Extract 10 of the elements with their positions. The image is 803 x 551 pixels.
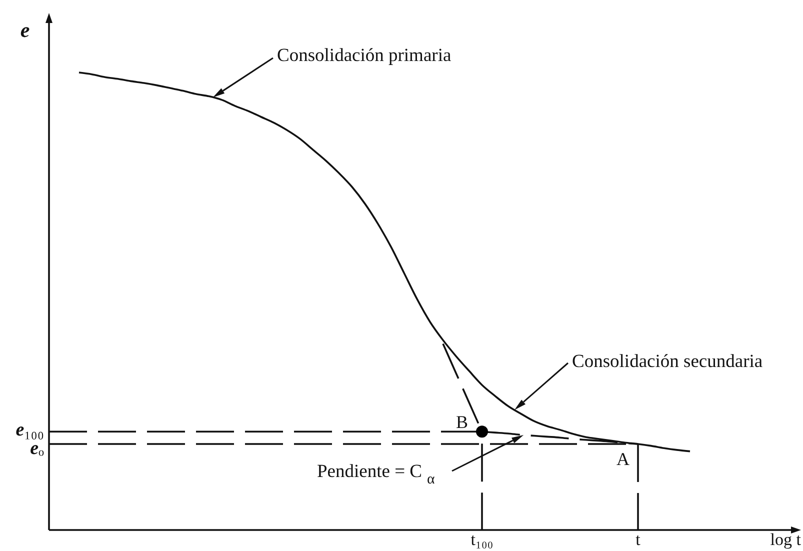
x-axis-title: log t [770,530,802,549]
annotation: A [616,448,630,469]
ref-line-label: e₁₀₀ [16,420,44,441]
y-axis-title: e [20,18,30,42]
x-tick-label: t [636,530,641,549]
annotation: Consolidación secundaria [572,352,763,372]
annotation: Pendiente = C$_{α}$ [317,462,435,488]
x-tick-label: t₁₀₀ [470,530,494,549]
annotation: B [456,412,468,432]
text: Consolidación primaria [277,46,452,66]
